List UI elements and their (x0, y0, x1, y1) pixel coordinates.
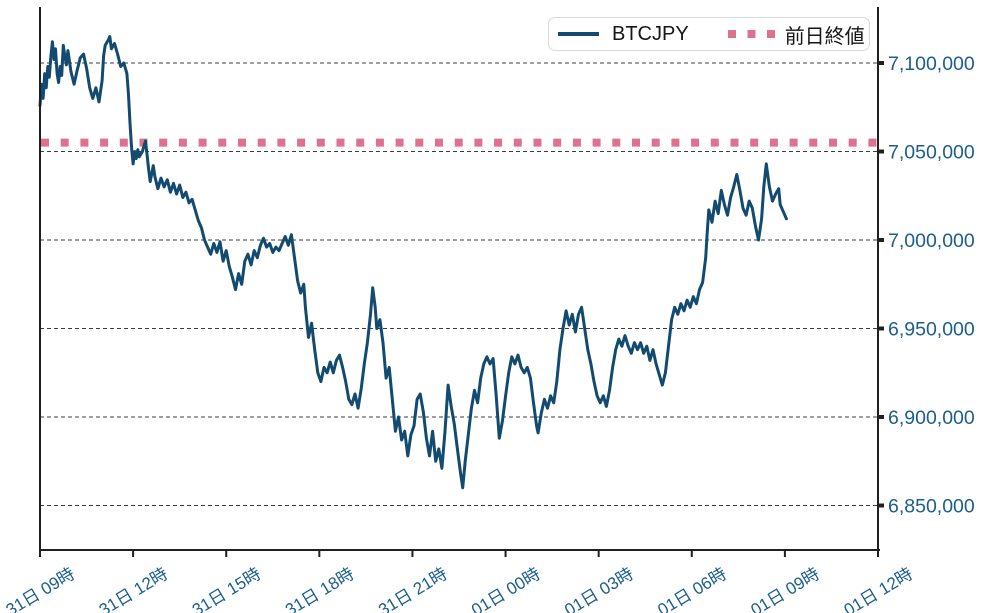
y-tick-label: 6,900,000 (888, 407, 975, 429)
legend-label-btcjpy: BTCJPY (612, 22, 689, 45)
x-tick-label: 01日 03時 (561, 564, 636, 613)
x-tick-label: 31日 09時 (3, 564, 78, 613)
y-tick-label: 7,100,000 (888, 53, 975, 75)
y-tick-label: 7,000,000 (888, 230, 975, 252)
legend-label-prev-close: 前日終値 (784, 25, 865, 48)
x-tick-label: 01日 06時 (654, 564, 729, 613)
y-tick-label: 6,950,000 (888, 319, 975, 341)
x-tick-label: 31日 21時 (375, 564, 450, 613)
y-tick-label: 6,850,000 (888, 496, 975, 518)
btcjpy-price-line (38, 35, 788, 490)
x-tick-label: 31日 12時 (96, 564, 171, 613)
prev-close-dash-swatch (727, 30, 775, 38)
x-tick-label: 01日 00時 (468, 564, 543, 613)
chart-legend: BTCJPY 前日終値 (548, 17, 870, 51)
y-tick-label: 7,050,000 (888, 142, 975, 164)
x-tick-label: 01日 09時 (748, 564, 823, 613)
x-tick-label: 31日 18時 (282, 564, 357, 613)
x-tick-label: 01日 12時 (841, 564, 916, 613)
btcjpy-line-swatch (558, 32, 599, 36)
x-tick-label: 31日 15時 (189, 564, 264, 613)
